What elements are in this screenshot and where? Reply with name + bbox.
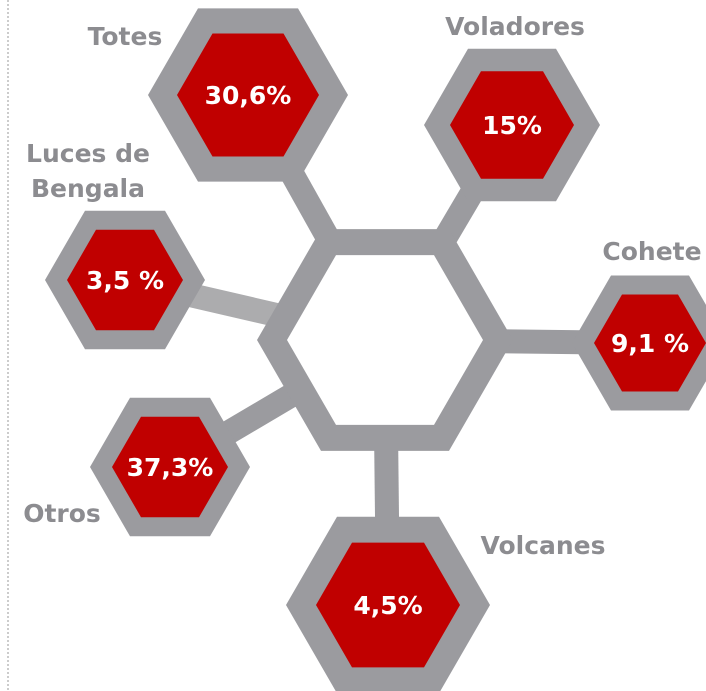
node-value: 9,1 % — [611, 329, 689, 358]
node-value: 15% — [482, 111, 542, 140]
node-value: 3,5 % — [86, 266, 164, 295]
node-label: Voladores — [445, 12, 585, 41]
node-value: 30,6% — [205, 81, 292, 110]
node-inner-hexagon — [594, 294, 706, 392]
node-inner-hexagon — [67, 229, 183, 331]
node-label: Bengala — [31, 174, 145, 203]
node-value: 4,5% — [353, 591, 422, 620]
node-inner-hexagon — [177, 33, 319, 157]
node-inner-hexagon — [112, 416, 228, 518]
node-label: Luces de — [26, 139, 150, 168]
node-inner-hexagon — [316, 542, 460, 668]
node-value: 37,3% — [127, 453, 214, 482]
node-label: Cohete — [602, 237, 701, 266]
node-inner-hexagon — [450, 71, 574, 179]
node-label: Volcanes — [480, 531, 605, 560]
node-label: Totes — [88, 22, 163, 51]
center-hexagon-inner — [287, 255, 483, 425]
node-label: Otros — [23, 499, 101, 528]
